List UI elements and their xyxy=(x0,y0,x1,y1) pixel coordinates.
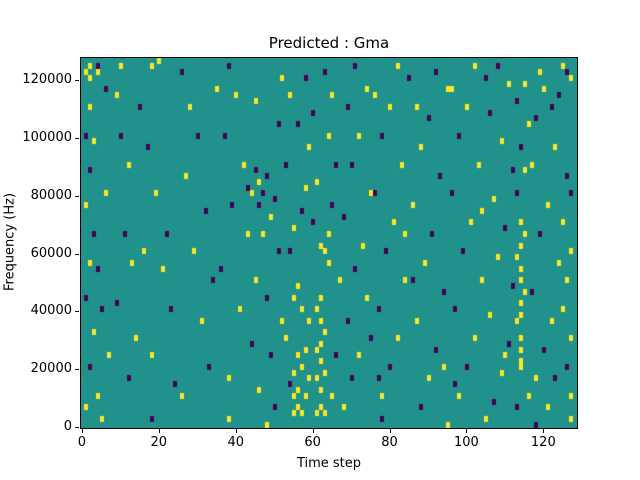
heatmap-canvas xyxy=(81,58,577,428)
y-axis-label: Frequency (Hz) xyxy=(2,192,18,292)
y-tick-mark xyxy=(75,195,79,197)
x-tick-mark xyxy=(389,429,391,433)
y-tick-label: 40000 xyxy=(30,303,72,319)
y-tick-label: 20000 xyxy=(30,361,72,377)
x-tick-mark xyxy=(235,429,237,433)
y-tick-mark xyxy=(75,253,79,255)
plot-area xyxy=(80,57,578,429)
y-tick-mark xyxy=(75,369,79,371)
x-tick-mark xyxy=(312,429,314,433)
y-tick-mark xyxy=(75,137,79,139)
x-tick-label: 120 xyxy=(530,435,556,450)
x-tick-mark xyxy=(81,429,83,433)
x-tick-label: 100 xyxy=(453,435,479,450)
y-tick-label: 80000 xyxy=(30,187,72,203)
x-tick-label: 0 xyxy=(77,435,87,450)
y-tick-mark xyxy=(75,311,79,313)
x-axis-label: Time step xyxy=(296,456,362,471)
x-tick-label: 40 xyxy=(227,435,244,450)
y-tick-label: 100000 xyxy=(22,129,72,145)
x-tick-label: 20 xyxy=(150,435,168,450)
chart-title: Predicted : Gma xyxy=(268,34,390,52)
y-tick-label: 120000 xyxy=(22,72,72,88)
y-tick-label: 60000 xyxy=(30,245,72,261)
x-tick-mark xyxy=(543,429,545,433)
x-tick-label: 80 xyxy=(381,435,398,450)
y-tick-mark xyxy=(75,80,79,82)
y-tick-mark xyxy=(75,427,79,428)
x-tick-label: 60 xyxy=(304,435,321,450)
y-tick-label: 0 xyxy=(63,419,72,434)
x-tick-mark xyxy=(158,429,160,433)
x-tick-mark xyxy=(466,429,468,433)
